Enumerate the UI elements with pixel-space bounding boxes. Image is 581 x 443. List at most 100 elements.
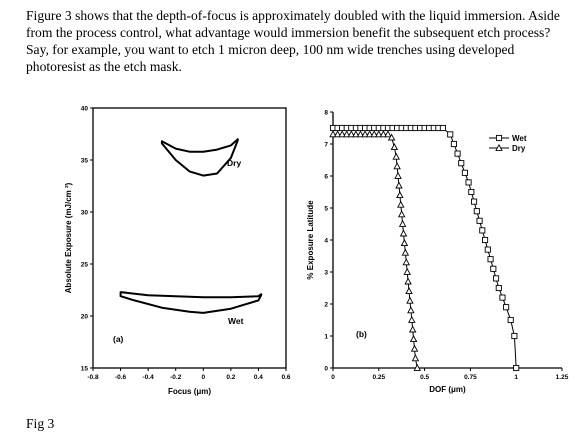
y-tick-label: 35	[81, 157, 89, 164]
plot-frame	[92, 107, 287, 369]
y-tick-label: 1	[324, 333, 328, 340]
x-axis-label: DOF (μm)	[429, 385, 466, 394]
legend-marker-dry	[495, 143, 503, 151]
x-tick-label: 1.25	[556, 374, 569, 381]
data-point-wet	[513, 364, 520, 372]
x-tick-label: 0	[331, 374, 335, 381]
data-point-dry	[375, 130, 383, 138]
data-point-dry	[361, 130, 369, 138]
data-point-dry	[356, 130, 365, 138]
data-point-dry	[406, 296, 414, 304]
y-tick-label: 30	[81, 209, 89, 216]
y-tick-label: 3	[324, 269, 328, 276]
data-point-dry	[365, 130, 374, 138]
y-tick-label: 7	[324, 141, 328, 148]
data-point-dry	[352, 130, 360, 138]
data-point-wet	[473, 208, 480, 215]
data-point-dry	[370, 130, 378, 138]
data-point-dry	[395, 181, 403, 189]
panel-b-latitude-vs-dof: 0 0.25 0.5 0.75 1 1.25 0 1 2 3 4 5 6 7 8 DOF (μm) % Expo…	[306, 109, 569, 394]
y-tick-label: 6	[324, 173, 328, 180]
data-point-wet	[450, 140, 457, 148]
data-point-wet	[495, 284, 502, 292]
data-point-dry	[329, 130, 337, 138]
data-point-wet	[454, 150, 461, 157]
panel-label: (b)	[356, 329, 367, 339]
data-point-dry	[393, 162, 401, 170]
data-point-dry	[333, 130, 342, 138]
y-tick-label: 25	[81, 261, 89, 268]
x-tick-label: 0.25	[372, 374, 385, 381]
question-text: Figure 3 shows that the depth-of-focus i…	[26, 8, 560, 74]
data-point-wet	[511, 332, 518, 340]
contour-label-wet: Wet	[228, 316, 244, 326]
x-tick-label: 1	[514, 374, 518, 381]
x-tick-label: 0.5	[420, 374, 429, 381]
figure-caption: Fig 3	[26, 416, 55, 431]
x-tick-label: -0.4	[143, 374, 155, 381]
data-point-dry	[387, 133, 396, 141]
data-point-wet	[479, 227, 486, 234]
data-point-wet	[484, 246, 491, 253]
data-point-wet	[439, 124, 446, 132]
data-point-dry	[392, 152, 400, 160]
x-tick-label: 0.2	[226, 374, 235, 381]
data-point-dry	[407, 306, 415, 314]
data-point-dry	[401, 248, 410, 256]
data-point-dry	[347, 130, 356, 138]
data-point-dry	[403, 267, 411, 275]
data-point-wet	[507, 316, 514, 324]
data-point-wet	[499, 294, 506, 301]
data-point-dry	[400, 239, 409, 247]
data-point-dry	[379, 130, 388, 138]
x-tick-label: 0	[201, 374, 205, 381]
data-point-dry	[404, 277, 412, 285]
contour-wet	[119, 291, 263, 314]
x-tick-label: 0.4	[254, 374, 263, 381]
data-point-wet	[447, 131, 454, 138]
x-tick-label: -0.8	[87, 374, 99, 381]
data-point-dry	[342, 130, 351, 138]
data-point-wet	[503, 304, 510, 311]
data-point-dry	[396, 191, 404, 199]
data-point-wet	[476, 217, 483, 224]
data-point-wet	[487, 256, 494, 263]
x-tick-label: -0.6	[115, 374, 127, 381]
data-point-dry	[394, 171, 402, 179]
x-tick-label: 0.6	[281, 374, 290, 381]
data-point-wet	[471, 198, 478, 205]
legend-label-dry: Dry	[512, 144, 526, 153]
x-axis-label: Focus (μm)	[168, 387, 211, 396]
panel-label: (a)	[113, 334, 124, 344]
data-point-wet	[490, 265, 497, 272]
data-point-wet	[492, 275, 500, 282]
data-point-dry	[390, 143, 399, 151]
data-point-dry	[405, 287, 413, 295]
data-point-dry	[411, 354, 420, 362]
data-point-dry	[413, 363, 422, 371]
x-tick-label: 0.75	[464, 374, 477, 381]
x-tick-label: -0.2	[170, 374, 182, 381]
data-point-wet	[465, 179, 472, 186]
y-axis-label: % Exposure Latitude	[306, 200, 315, 280]
data-point-wet	[458, 160, 465, 167]
contour-dry	[160, 138, 239, 177]
data-point-dry	[338, 130, 346, 138]
y-tick-label: 0	[324, 365, 328, 372]
data-point-dry	[397, 210, 406, 218]
data-point-wet	[461, 169, 468, 176]
y-tick-label: 5	[324, 205, 328, 212]
data-point-dry	[398, 219, 407, 227]
y-tick-label: 4	[324, 237, 328, 244]
data-point-dry	[408, 315, 416, 323]
y-axis-label: Absolute Exposure (mJ/cm ²)	[64, 182, 73, 293]
contour-label-dry: Dry	[227, 158, 241, 168]
y-tick-label: 40	[81, 105, 89, 112]
panel-a-exposure-vs-focus: -0.8 -0.6 -0.4 -0.2 0 0.2 0.4 0.6 15 20 25 30 35 40 Fo…	[64, 105, 291, 396]
data-point-dry	[410, 344, 419, 352]
y-tick-label: 2	[324, 301, 328, 308]
data-point-dry	[399, 229, 408, 237]
y-tick-label: 20	[81, 313, 89, 320]
data-point-dry	[408, 325, 417, 333]
